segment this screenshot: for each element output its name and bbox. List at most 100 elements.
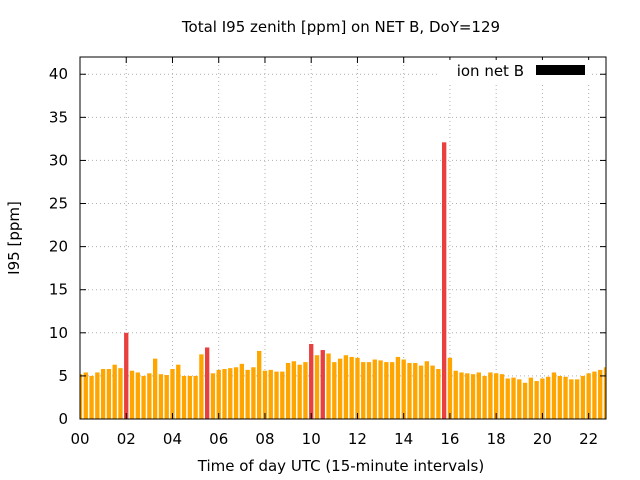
x-tick-label: 12 [348,430,367,448]
bar [366,362,372,419]
bar [228,368,233,419]
x-tick-label: 16 [440,430,459,448]
bar [482,375,487,419]
bar [465,373,470,419]
bar [424,361,429,419]
bar [389,362,395,419]
bar [372,359,377,419]
bar [603,367,606,419]
bar [239,363,245,419]
bar [384,362,389,419]
y-tick-label: 30 [49,151,68,169]
bar [204,347,210,419]
y-tick-label: 10 [49,324,68,342]
bar [337,358,343,419]
bar [222,369,227,419]
chart-title: Total I95 zenith [ppm] on NET B, DoY=129 [181,18,500,36]
bar [470,374,476,419]
x-tick-label: 08 [255,430,274,448]
bar [436,369,441,419]
bar [343,355,349,419]
y-tick-label: 40 [49,65,68,83]
bar [187,375,192,419]
bar [170,369,175,419]
bar [303,362,308,419]
bar [280,371,285,419]
y-tick-label: 35 [49,108,68,126]
bar [505,378,510,419]
bar [551,372,557,419]
bar [314,355,320,419]
bar [413,362,418,419]
x-tick-label: 02 [117,430,136,448]
x-tick-label: 18 [487,430,506,448]
y-tick-label: 5 [58,367,68,385]
bar [297,364,302,419]
bar [309,344,314,419]
bar [262,370,268,419]
bar [569,379,574,419]
bar [349,356,354,419]
bar [528,377,534,419]
bar [268,369,273,419]
bar [95,372,100,419]
bar [129,370,135,419]
bar [395,356,401,419]
bar [459,372,464,419]
bar [210,373,216,419]
y-tick-label: 20 [49,238,68,256]
bar [499,374,505,419]
bar [274,371,279,419]
x-tick-label: 04 [163,430,182,448]
legend-label: ion net B [457,62,524,80]
bar [418,365,424,419]
bar [89,375,94,419]
x-tick-label: 22 [579,430,598,448]
bar [580,375,586,419]
bar [216,369,221,419]
bar [83,372,88,419]
bar [285,362,291,419]
bars [80,142,606,420]
bar [320,350,325,419]
bar [494,373,499,419]
bar [251,367,256,419]
x-tick-label: 06 [209,430,228,448]
x-tick-label: 00 [70,430,89,448]
bar [511,377,516,419]
bar [164,375,169,419]
x-axis-label: Time of day UTC (15-minute intervals) [197,457,484,475]
bar [106,369,112,419]
tick-labels: 0 5 10 15 20 25 30 35 40 00 02 04 06 08 10 12 14 16 18 20 22 [49,65,598,448]
bar [355,357,360,419]
bar [522,382,528,419]
bar [517,379,522,419]
bar [534,381,539,419]
bar [193,375,198,419]
bar [592,371,597,419]
bar [176,364,181,419]
bar [546,376,551,419]
bar [407,362,412,419]
bar [401,359,406,419]
y-axis-label: I95 [ppm] [5,201,23,275]
bar [245,369,250,419]
y-tick-label: 15 [49,281,68,299]
bar [586,373,591,419]
bar [430,365,435,419]
bar [378,360,383,419]
bar [147,373,152,419]
bar [124,332,129,419]
bar [152,358,158,419]
bar [557,375,562,419]
bar [488,372,493,419]
bar [574,379,580,419]
bar [80,374,83,419]
bar [291,361,297,419]
x-tick-label: 14 [394,430,413,448]
bar [540,378,545,419]
bar [112,364,117,419]
x-tick-label: 20 [533,430,552,448]
legend-swatch [536,65,585,75]
